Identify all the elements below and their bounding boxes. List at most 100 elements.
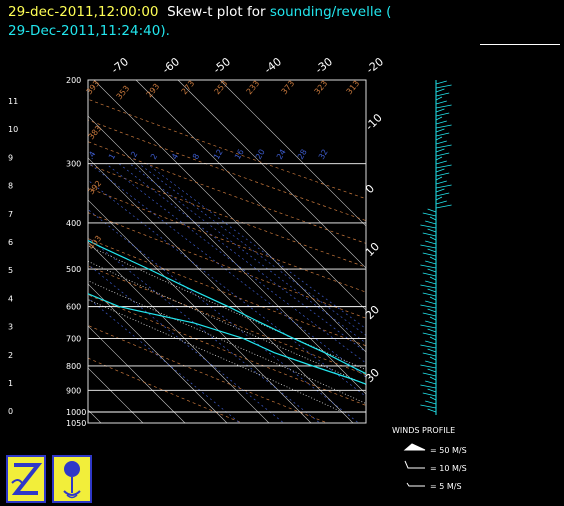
wind-short-barb-symbol (406, 482, 425, 487)
mixing-ratio-label: 28 (296, 148, 309, 161)
wind-barb (429, 236, 437, 241)
wind-barb (429, 336, 437, 341)
height-km-label: 10 (8, 125, 18, 134)
title-mid: Skew-t plot for (167, 4, 266, 20)
height-km-label: 8 (8, 182, 13, 191)
wind-barb (435, 148, 445, 153)
dry-adiabat-label: 293 (145, 82, 162, 99)
wind-barb (420, 324, 437, 329)
wind-barb (435, 180, 447, 185)
winds-profile-title: WINDS PROFILE (392, 426, 455, 435)
balloon-logo-icon (52, 455, 92, 503)
winds-legend: WINDS PROFILE = 50 M/S = 10 M/S = 5 M/S (392, 426, 467, 491)
wind-barb (429, 356, 437, 361)
pressure-label: 600 (66, 303, 81, 312)
dewpoint-profile-line (88, 293, 366, 385)
mixing-ratio-line (88, 297, 239, 423)
mixing-ratio-line (89, 163, 366, 378)
wind-barb (427, 228, 437, 233)
wind-barb (425, 320, 437, 325)
moist-adiabat-line (88, 280, 366, 405)
wind-barb (435, 192, 450, 197)
chart-title: 29-dec-2011,12:00:00 Skew-t plot for sou… (8, 3, 478, 41)
wind-barb (420, 264, 437, 269)
pressure-label: 300 (66, 160, 81, 169)
wind-barb (435, 112, 450, 117)
winds-profile-plot (420, 80, 452, 415)
mixing-ratio-label: .4 (86, 150, 98, 161)
wind-barb (427, 328, 437, 333)
wind-barb (435, 164, 452, 169)
title-line2: 29-Dec-2011,11:24:40). (8, 23, 170, 39)
wind-barb (427, 348, 437, 353)
wind-barb (425, 240, 437, 245)
wind-long-barb-symbol (404, 460, 425, 469)
wind-barb (435, 88, 445, 93)
dry-adiabat-grid (88, 98, 366, 423)
wind-barb (422, 272, 437, 277)
isotherm-label: -30 (313, 55, 335, 76)
pressure-label: 1050 (66, 419, 86, 428)
mixing-ratio-line (129, 163, 366, 344)
wind-barb (435, 204, 452, 209)
wind-barb (435, 160, 447, 165)
wind-barb (435, 176, 443, 181)
wind-barb (425, 400, 437, 405)
wind-barb (425, 300, 437, 305)
dry-adiabat-label: 253 (213, 79, 230, 96)
wind-barb (435, 100, 447, 105)
title-source: sounding/revelle ( (269, 4, 392, 20)
wind-barb (435, 156, 443, 161)
wind-barb (429, 296, 437, 301)
wind-barb (435, 200, 447, 205)
wind-flag-symbol (403, 443, 426, 451)
wind-barb (435, 144, 452, 149)
wind-barb (420, 384, 437, 389)
wind-barb (429, 396, 437, 401)
wind-barb (422, 292, 437, 297)
wind-barb (425, 380, 437, 385)
dry-adiabat-label: 403 (87, 234, 104, 251)
wind-barb (427, 408, 437, 413)
isotherm-line (135, 80, 366, 311)
wind-barb (435, 108, 445, 113)
mixing-ratio-label: 32 (317, 148, 330, 161)
z-logo-icon (6, 455, 46, 503)
winds-legend-label: = 10 M/S (430, 464, 467, 473)
isotherm-line (88, 283, 228, 423)
height-km-label: 5 (8, 266, 13, 275)
height-km-label: 2 (8, 351, 13, 360)
wind-barb (427, 248, 437, 253)
wind-barb (435, 92, 450, 97)
pressure-label: 700 (66, 334, 81, 343)
wind-barb (435, 152, 450, 157)
mixing-ratio-label: .2 (128, 150, 140, 161)
pressure-label: 800 (66, 362, 81, 371)
wind-barb (422, 212, 437, 217)
dry-adiabat-line (88, 238, 366, 347)
dry-adiabat-line (88, 187, 366, 293)
isotherm-label: -50 (211, 55, 233, 76)
mixing-ratio-line (88, 179, 366, 397)
mixing-ratio-line (88, 209, 358, 423)
wind-barb (435, 124, 452, 129)
wind-barb (435, 140, 447, 145)
isotherm-line (93, 80, 366, 353)
mixing-ratio-label: 12 (212, 148, 225, 161)
wind-barb (422, 352, 437, 357)
mixing-ratio-line (88, 237, 319, 423)
sounding-profiles (88, 239, 366, 385)
wind-barb (425, 360, 437, 365)
isotherm-grid (88, 80, 366, 423)
wind-barb (425, 280, 437, 285)
wind-barb (422, 232, 437, 237)
moist-adiabat-line (88, 260, 366, 386)
dry-adiabat-label: 383 (87, 124, 104, 141)
wind-barb (429, 316, 437, 321)
isotherm-line (88, 325, 186, 423)
winds-legend-label: = 50 M/S (430, 446, 467, 455)
height-km-label: 11 (8, 97, 18, 106)
wind-barb (422, 372, 437, 377)
wind-barb (427, 368, 437, 373)
